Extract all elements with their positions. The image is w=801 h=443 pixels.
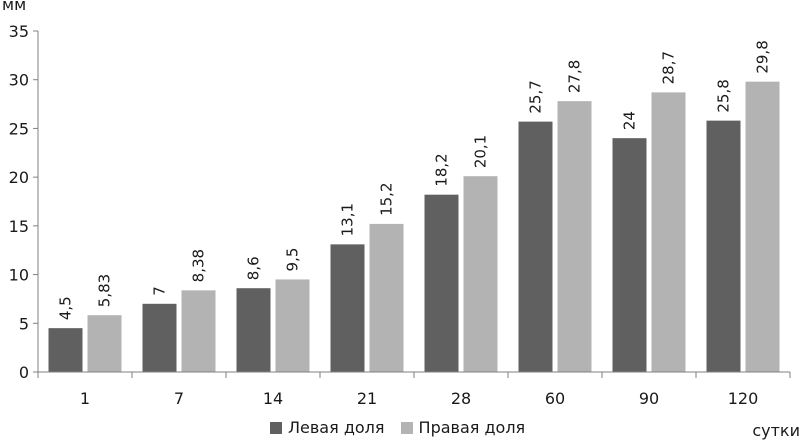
legend-label-left: Левая доля — [288, 418, 385, 437]
bar — [48, 328, 83, 372]
data-label: 8,6 — [245, 256, 263, 280]
legend-item-right: Правая доля — [400, 418, 526, 437]
legend-label-right: Правая доля — [418, 418, 526, 437]
data-label: 25,8 — [715, 79, 733, 112]
data-label: 9,5 — [284, 248, 302, 272]
y-axis-title: мм — [2, 0, 26, 14]
y-tick-label: 0 — [19, 363, 29, 382]
data-label: 28,7 — [660, 51, 678, 84]
data-label: 27,8 — [566, 60, 584, 93]
bar — [706, 120, 741, 373]
y-axis-ticks: 0 5 10 15 20 25 30 35 — [9, 22, 38, 382]
data-label: 15,2 — [378, 183, 396, 216]
bar — [463, 176, 498, 372]
data-labels: 4,5 7 8,6 13,1 18,2 25,7 24 25,8 5,83 8,38 9,5 15,2… — [57, 40, 772, 320]
data-label: 29,8 — [754, 40, 772, 73]
data-label: 20,1 — [472, 135, 490, 168]
bar — [330, 244, 365, 372]
bars — [48, 81, 780, 373]
data-label: 18,2 — [433, 153, 451, 186]
y-tick-label: 25 — [9, 119, 29, 138]
bar — [424, 194, 459, 372]
data-label: 24 — [621, 111, 639, 130]
x-tick-label: 1 — [80, 389, 90, 408]
bar — [275, 279, 310, 372]
data-label: 13,1 — [339, 203, 357, 236]
data-label: 25,7 — [527, 80, 545, 113]
bar — [557, 101, 592, 373]
legend: Левая доля Правая доля — [270, 418, 541, 437]
legend-swatch-left — [270, 421, 282, 434]
bar — [518, 121, 553, 372]
x-tick-label: 60 — [545, 389, 565, 408]
x-tick-label: 21 — [357, 389, 377, 408]
bar — [369, 223, 404, 372]
bar — [612, 138, 647, 372]
legend-item-left: Левая доля — [270, 418, 385, 437]
y-tick-label: 35 — [9, 22, 29, 41]
bar — [651, 92, 686, 372]
x-tick-label: 7 — [174, 389, 184, 408]
bar — [181, 290, 216, 372]
data-label: 5,83 — [96, 274, 114, 307]
x-tick-label: 14 — [263, 389, 283, 408]
data-label: 4,5 — [57, 296, 75, 320]
y-tick-label: 5 — [19, 314, 29, 333]
x-axis-title: сутки — [752, 421, 800, 440]
x-tick-label: 90 — [639, 389, 659, 408]
y-tick-label: 30 — [9, 71, 29, 90]
x-tick-label: 120 — [728, 389, 759, 408]
legend-swatch-right — [400, 421, 413, 434]
x-axis-ticks: 1 7 14 21 28 60 90 120 — [37, 372, 791, 408]
data-label: 7 — [151, 286, 169, 296]
bar — [87, 315, 122, 372]
y-tick-label: 10 — [9, 266, 29, 285]
y-tick-label: 20 — [9, 168, 29, 187]
bar — [745, 81, 780, 373]
bar — [236, 288, 271, 372]
y-tick-label: 15 — [9, 217, 29, 236]
data-label: 8,38 — [190, 249, 208, 282]
x-tick-label: 28 — [451, 389, 471, 408]
bar — [142, 303, 177, 372]
